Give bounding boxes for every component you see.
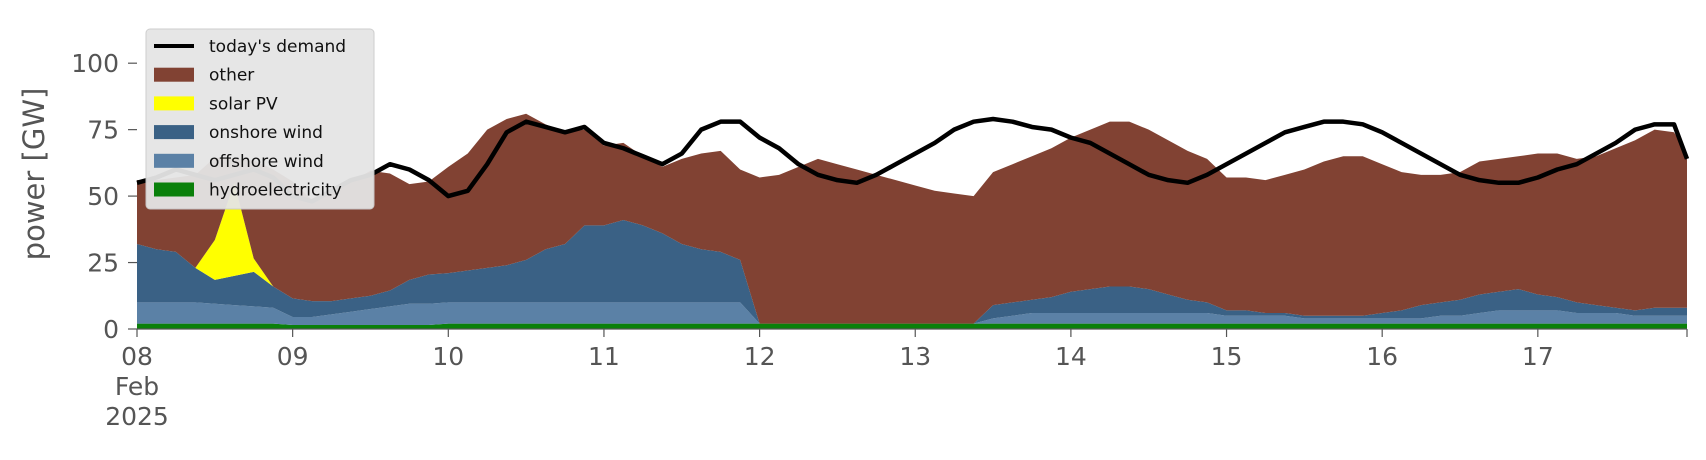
legend-swatch-hydroelectricity <box>154 182 194 197</box>
x-tick-label: 13 <box>899 342 931 371</box>
legend-swatch-offshore-wind <box>154 153 194 168</box>
legend-label-solar-pv: solar PV <box>209 94 278 114</box>
legend-label-offshore-wind: offshore wind <box>209 152 324 172</box>
x-tick-label: 14 <box>1055 342 1087 371</box>
legend-box <box>145 28 375 210</box>
legend-label-today-s-demand: today's demand <box>209 37 346 57</box>
area-hydroelectricity <box>137 323 1687 329</box>
area-onshore-wind <box>137 220 1687 324</box>
x-tick-label: 09 <box>277 342 309 371</box>
legend-swatch-other <box>154 67 194 82</box>
x-tick-label: 11 <box>588 342 620 371</box>
legend-label-other: other <box>209 66 254 86</box>
y-tick-label: 0 <box>103 315 119 344</box>
x-tick-label: 17 <box>1522 342 1554 371</box>
area-other <box>137 113 1687 324</box>
x-tick-label: 12 <box>744 342 776 371</box>
stacked-areas <box>137 18 1687 329</box>
legend-label-hydroelectricity: hydroelectricity <box>209 181 342 201</box>
axes: 08 Feb 2025 09 10 11 12 13 14 15 16 17 0 25 50 75 100 <box>71 49 1688 431</box>
line-todays-demand <box>136 116 1690 204</box>
x-tick-label: 15 <box>1211 342 1243 371</box>
y-tick-label: 100 <box>71 49 119 78</box>
y-tick-label: 50 <box>87 182 119 211</box>
legend-swatch-solar-pv <box>154 96 194 111</box>
legend-swatch-onshore-wind <box>154 125 194 140</box>
x-tick-label: 08 Feb 2025 <box>105 342 169 431</box>
y-tick-label: 25 <box>87 249 119 278</box>
x-tick-label: 16 <box>1366 342 1398 371</box>
y-axis-label: power [GW] <box>17 88 51 261</box>
demand-layer <box>136 116 1690 204</box>
y-tick-label: 75 <box>87 116 119 145</box>
legend-label-onshore-wind: onshore wind <box>209 123 323 143</box>
legend: today's demand other solar PV onshore wind o… <box>145 28 375 210</box>
x-tick-label: 10 <box>432 342 464 371</box>
area-offshore-wind <box>137 302 1687 326</box>
